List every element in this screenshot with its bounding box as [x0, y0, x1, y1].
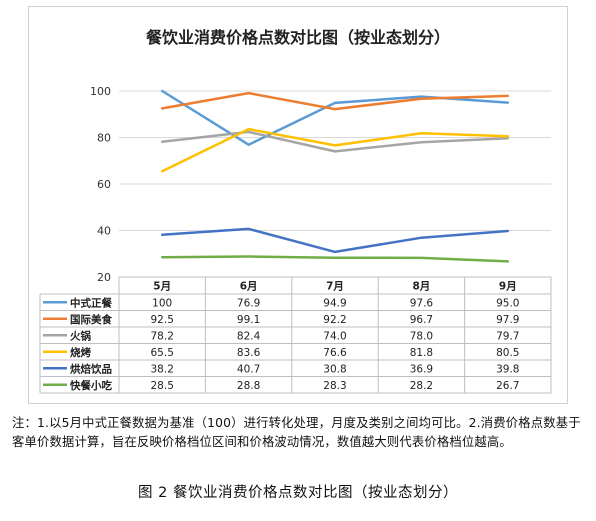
legend-label: 烧烤	[70, 346, 91, 359]
data-label: 65.5	[151, 347, 174, 359]
data-label: 82.4	[237, 330, 261, 342]
series-line	[160, 227, 510, 254]
data-label: 94.9	[323, 297, 346, 309]
data-label: 83.6	[237, 347, 261, 359]
data-label: 78.0	[410, 330, 433, 342]
data-label: 26.7	[496, 380, 519, 392]
data-label: 92.2	[323, 314, 346, 326]
data-label: 95.0	[496, 297, 519, 309]
legend-label: 烘焙饮品	[70, 362, 112, 375]
data-label: 97.9	[496, 314, 519, 326]
chart-frame	[28, 6, 568, 404]
data-label: 28.2	[410, 380, 433, 392]
x-tick-label: 9月	[499, 281, 517, 293]
series-line	[160, 127, 510, 173]
data-label: 28.3	[323, 380, 346, 392]
y-tick-label: 40	[97, 225, 111, 238]
x-tick-label: 7月	[326, 281, 344, 293]
data-label: 96.7	[410, 314, 433, 326]
series-line	[160, 91, 510, 111]
x-tick-label: 5月	[153, 281, 171, 293]
data-label: 30.8	[323, 363, 346, 375]
figure-caption: 图 2 餐饮业消费价格点数对比图（按业态划分）	[138, 485, 458, 501]
y-tick-label: 20	[97, 271, 111, 284]
data-label: 92.5	[151, 314, 174, 326]
x-tick-label: 8月	[412, 281, 430, 293]
data-label: 100	[152, 297, 172, 309]
data-label: 39.8	[496, 363, 519, 375]
x-tick-label: 6月	[240, 281, 258, 293]
data-label: 76.6	[323, 347, 347, 359]
data-label: 28.5	[151, 380, 174, 392]
data-label: 78.2	[151, 330, 174, 342]
chart-note: 注：1.以5月中式正餐数据为基准（100）进行转化处理，月度及类别之间均可比。2…	[12, 416, 581, 449]
data-label: 97.6	[410, 297, 434, 309]
data-label: 80.5	[496, 347, 519, 359]
legend-label: 中式正餐	[70, 296, 112, 309]
data-label: 79.7	[496, 330, 519, 342]
data-label: 74.0	[323, 330, 346, 342]
legend-label: 火锅	[70, 329, 91, 342]
data-label: 99.1	[237, 314, 260, 326]
legend-label: 快餐小吃	[69, 379, 112, 392]
data-label: 38.2	[151, 363, 174, 375]
chart-title: 餐饮业消费价格点数对比图（按业态划分）	[145, 28, 450, 47]
y-tick-label: 100	[90, 85, 111, 98]
series-line	[160, 255, 510, 263]
legend-label: 国际美食	[70, 313, 112, 326]
data-label: 36.9	[410, 363, 433, 375]
data-label: 76.9	[237, 297, 260, 309]
data-label: 28.8	[237, 380, 260, 392]
data-label: 40.7	[237, 363, 260, 375]
series-line	[160, 130, 510, 153]
data-label: 81.8	[410, 347, 433, 359]
y-tick-label: 80	[97, 132, 111, 145]
y-tick-label: 60	[97, 178, 111, 191]
